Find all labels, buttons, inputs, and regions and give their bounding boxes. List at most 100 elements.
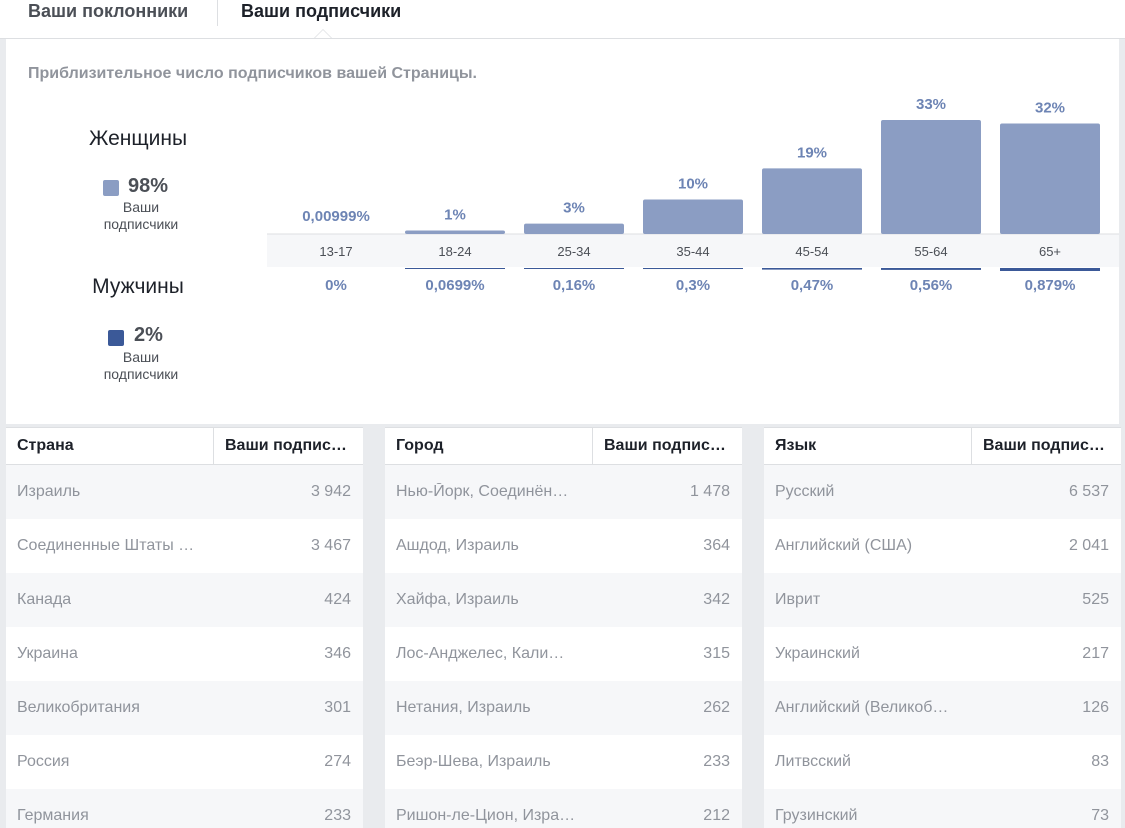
table-header: Страна Ваши подпис… bbox=[6, 427, 363, 465]
row-name: Русский bbox=[775, 483, 835, 500]
tab-fans[interactable]: Ваши поклонники bbox=[28, 1, 189, 21]
women-sublabel-line1: Ваши bbox=[122, 199, 160, 215]
row-count: 73 bbox=[1091, 807, 1109, 824]
men-value-label: 0,3% bbox=[676, 277, 710, 294]
column-header-city[interactable]: Город bbox=[396, 437, 444, 454]
table-row: Нью-Йорк, Соединённ… 1 478 bbox=[385, 465, 742, 519]
men-percent: 2% bbox=[134, 324, 163, 346]
women-bar bbox=[1000, 123, 1100, 234]
row-count: 525 bbox=[1082, 591, 1109, 608]
row-name: Лос-Анджелес, Калиф… bbox=[396, 645, 576, 662]
table-row: Иврит 525 bbox=[764, 573, 1121, 627]
table-row: Беэр-Шева, Израиль 233 bbox=[385, 735, 742, 789]
women-bar bbox=[762, 168, 862, 234]
row-count: 6 537 bbox=[1068, 483, 1109, 500]
age-category-label: 18-24 bbox=[438, 244, 471, 259]
column-header-followers-label: Ваши подпис… bbox=[983, 437, 1105, 454]
women-legend-swatch-icon bbox=[103, 180, 119, 196]
column-header-followers[interactable]: Ваши подпис… bbox=[971, 428, 1121, 464]
age-category-label: 35-44 bbox=[676, 244, 709, 259]
table-row: Грузинский 73 bbox=[764, 789, 1121, 828]
table-row: Великобритания 301 bbox=[6, 681, 363, 735]
women-percent: 98% bbox=[128, 175, 169, 197]
women-value-label: 3% bbox=[563, 200, 585, 217]
row-count: 274 bbox=[324, 753, 351, 770]
row-count: 2 041 bbox=[1068, 537, 1109, 554]
row-name: Английский (Великобр… bbox=[775, 699, 955, 716]
table-row: Ашдод, Израиль 364 bbox=[385, 519, 742, 573]
men-sublabel: Ваши подписчики bbox=[81, 349, 201, 383]
table-row: Английский (США) 2 041 bbox=[764, 519, 1121, 573]
men-value-label: 0,16% bbox=[553, 277, 596, 294]
men-bar bbox=[881, 268, 981, 270]
row-count: 83 bbox=[1091, 753, 1109, 770]
women-bar bbox=[524, 223, 624, 234]
row-name: Россия bbox=[17, 753, 70, 770]
row-name: Хайфа, Израиль bbox=[396, 591, 519, 608]
women-bar bbox=[405, 230, 505, 234]
age-category-label: 45-54 bbox=[795, 244, 828, 259]
women-bar bbox=[881, 120, 981, 234]
men-value-label: 0,47% bbox=[791, 277, 834, 294]
table-row: Нетания, Израиль 262 bbox=[385, 681, 742, 735]
column-header-country[interactable]: Страна bbox=[17, 437, 74, 454]
men-bar bbox=[762, 268, 862, 270]
table-row: Соединенные Штаты … 3 467 bbox=[6, 519, 363, 573]
row-name: Английский (США) bbox=[775, 537, 913, 554]
row-count: 3 942 bbox=[310, 483, 351, 500]
row-name: Украинский bbox=[775, 645, 860, 662]
column-header-followers-label: Ваши подпис… bbox=[604, 437, 726, 454]
row-count: 3 467 bbox=[310, 537, 351, 554]
column-header-language[interactable]: Язык bbox=[775, 437, 817, 454]
women-label: Женщины bbox=[88, 127, 188, 150]
table-row: Украина 346 bbox=[6, 627, 363, 681]
men-value-label: 0,879% bbox=[1025, 277, 1076, 294]
row-name: Нетания, Израиль bbox=[396, 699, 531, 716]
column-header-followers[interactable]: Ваши подпис… bbox=[213, 428, 363, 464]
men-legend-swatch-icon bbox=[108, 330, 124, 346]
row-name: Израиль bbox=[17, 483, 81, 500]
row-count: 424 bbox=[324, 591, 351, 608]
row-name: Нью-Йорк, Соединённ… bbox=[396, 483, 576, 500]
active-tab-caret-icon bbox=[314, 29, 332, 38]
women-value-label: 19% bbox=[797, 144, 827, 161]
country-table: Страна Ваши подпис… Израиль 3 942 Соединен… bbox=[6, 427, 363, 828]
tab-divider bbox=[217, 0, 218, 26]
row-count: 315 bbox=[703, 645, 730, 662]
age-category-label: 55-64 bbox=[914, 244, 947, 259]
table-header: Город Ваши подпис… bbox=[385, 427, 742, 465]
row-name: Соединенные Штаты … bbox=[17, 537, 195, 554]
tab-followers[interactable]: Ваши подписчики bbox=[241, 1, 402, 21]
row-count: 212 bbox=[703, 807, 730, 824]
category-band bbox=[267, 234, 1119, 267]
row-name: Германия bbox=[17, 807, 89, 824]
row-count: 342 bbox=[703, 591, 730, 608]
women-sublabel-line2: подписчики bbox=[103, 216, 179, 232]
panel-subtitle: Приблизительное число подписчиков вашей … bbox=[28, 65, 477, 82]
row-name: Беэр-Шева, Израиль bbox=[396, 753, 551, 770]
men-label: Мужчины bbox=[92, 275, 184, 298]
age-category-label: 65+ bbox=[1039, 244, 1061, 259]
men-bar bbox=[524, 268, 624, 269]
table-row: Хайфа, Израиль 342 bbox=[385, 573, 742, 627]
column-header-followers-label: Ваши подпис… bbox=[225, 437, 347, 454]
table-row: Лос-Анджелес, Калиф… 315 bbox=[385, 627, 742, 681]
row-count: 217 bbox=[1082, 645, 1109, 662]
women-sublabel: Ваши подписчики bbox=[81, 199, 201, 233]
table-row: Литвсский 83 bbox=[764, 735, 1121, 789]
table-header: Язык Ваши подпис… bbox=[764, 427, 1121, 465]
women-value-label: 33% bbox=[916, 96, 946, 113]
row-count: 233 bbox=[324, 807, 351, 824]
women-bar bbox=[643, 199, 743, 234]
row-count: 1 478 bbox=[689, 483, 730, 500]
men-value-label: 0,56% bbox=[910, 277, 953, 294]
row-count: 364 bbox=[703, 537, 730, 554]
column-header-followers[interactable]: Ваши подпис… bbox=[592, 428, 742, 464]
men-bar bbox=[1000, 268, 1100, 271]
row-count: 233 bbox=[703, 753, 730, 770]
women-value-label: 10% bbox=[678, 175, 708, 192]
city-table: Город Ваши подпис… Нью-Йорк, Соединённ… 1… bbox=[385, 427, 742, 828]
men-value-label: 0,0699% bbox=[425, 277, 484, 294]
table-row: Израиль 3 942 bbox=[6, 465, 363, 519]
row-count: 262 bbox=[703, 699, 730, 716]
